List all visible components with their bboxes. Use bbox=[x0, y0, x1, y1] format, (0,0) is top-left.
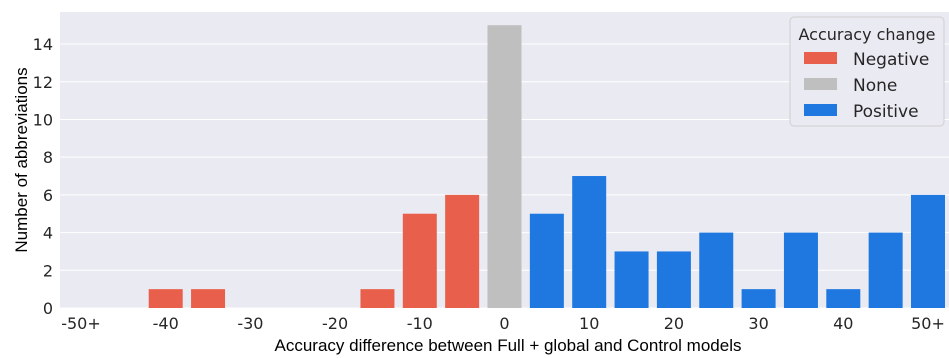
bar bbox=[741, 289, 776, 308]
bar bbox=[911, 194, 945, 308]
legend-box bbox=[789, 16, 945, 127]
y-tick-label: 4 bbox=[43, 224, 53, 243]
x-axis-label: Accuracy difference between Full + globa… bbox=[275, 336, 742, 355]
bar bbox=[783, 232, 818, 308]
x-tick-label: 10 bbox=[579, 314, 599, 333]
y-tick-label: 6 bbox=[43, 186, 53, 205]
bars bbox=[148, 25, 945, 308]
x-tick-label: -50+ bbox=[61, 314, 101, 333]
x-tick-labels: -50+ -40 -30 -20 -10 0 10 20 30 40 50+ bbox=[61, 314, 945, 333]
y-axis-label: Number of abbreviations bbox=[12, 67, 31, 252]
y-tick-label: 0 bbox=[43, 299, 53, 318]
legend-swatch-negative bbox=[804, 52, 837, 64]
legend-swatch-none bbox=[804, 78, 837, 90]
bar bbox=[826, 289, 861, 308]
bar bbox=[191, 289, 226, 308]
bar bbox=[572, 176, 607, 308]
y-tick-label: 14 bbox=[33, 35, 53, 54]
x-tick-label: -20 bbox=[322, 314, 348, 333]
y-tick-label: 10 bbox=[33, 110, 53, 129]
x-tick-label: 0 bbox=[499, 314, 509, 333]
bar bbox=[614, 251, 649, 308]
bar bbox=[699, 232, 734, 308]
x-tick-label: 20 bbox=[664, 314, 684, 333]
bar bbox=[487, 25, 522, 308]
bar bbox=[402, 213, 437, 308]
legend-label-none: None bbox=[853, 76, 897, 96]
legend-title: Accuracy change bbox=[798, 25, 935, 44]
bar bbox=[529, 213, 564, 308]
x-tick-label: 40 bbox=[833, 314, 853, 333]
x-tick-label: -10 bbox=[407, 314, 433, 333]
bar bbox=[656, 251, 691, 308]
bar bbox=[445, 194, 480, 308]
y-tick-labels: 0 2 4 6 8 10 12 14 bbox=[33, 35, 53, 318]
legend: Accuracy change Negative None Positive bbox=[789, 16, 945, 127]
bar bbox=[868, 232, 903, 308]
bar bbox=[148, 289, 183, 308]
legend-label-positive: Positive bbox=[853, 102, 919, 122]
y-tick-label: 8 bbox=[43, 148, 53, 167]
x-tick-label: 50+ bbox=[911, 314, 945, 333]
legend-label-negative: Negative bbox=[853, 50, 929, 70]
y-tick-label: 2 bbox=[43, 261, 53, 280]
legend-swatch-positive bbox=[804, 104, 837, 116]
bar bbox=[360, 289, 395, 308]
x-tick-label: 30 bbox=[748, 314, 768, 333]
y-tick-label: 12 bbox=[33, 73, 53, 92]
x-tick-label: -30 bbox=[237, 314, 263, 333]
x-tick-label: -40 bbox=[153, 314, 179, 333]
